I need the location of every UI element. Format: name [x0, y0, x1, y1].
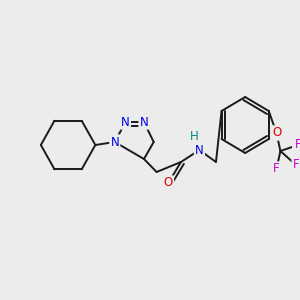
- Text: F: F: [295, 139, 300, 152]
- Text: N: N: [140, 116, 148, 128]
- Text: N: N: [110, 136, 119, 148]
- Text: O: O: [164, 176, 173, 190]
- Text: F: F: [293, 158, 299, 172]
- Text: H: H: [190, 130, 199, 143]
- Text: N: N: [121, 116, 130, 128]
- Text: N: N: [195, 143, 204, 157]
- Text: F: F: [273, 163, 280, 176]
- Text: O: O: [272, 127, 281, 140]
